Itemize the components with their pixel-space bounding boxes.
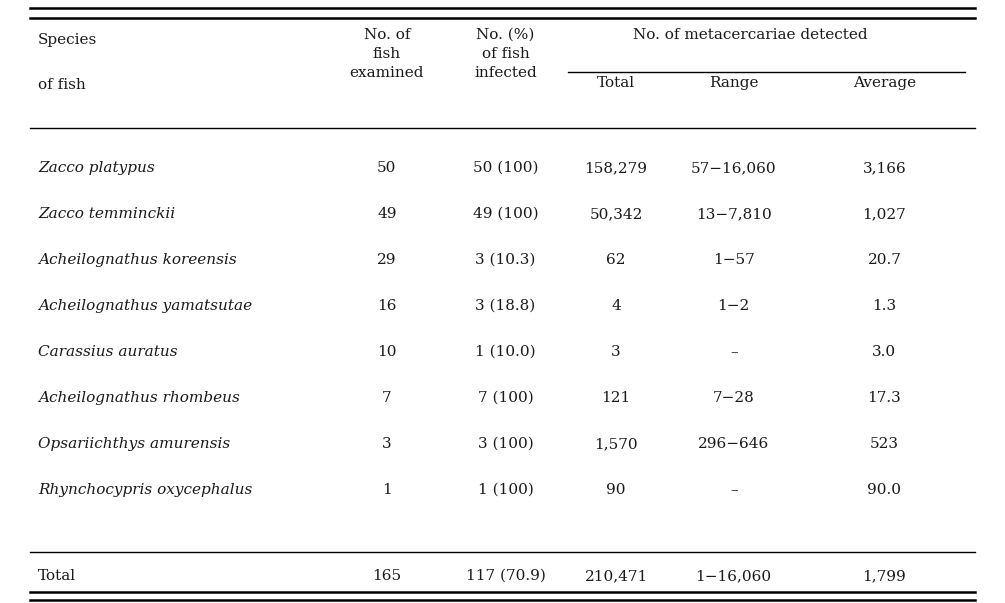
Text: 1: 1 bbox=[382, 483, 392, 497]
Text: No. of metacercariae detected: No. of metacercariae detected bbox=[633, 28, 867, 42]
Text: 1,799: 1,799 bbox=[862, 569, 907, 583]
Text: 523: 523 bbox=[870, 437, 898, 451]
Text: 3: 3 bbox=[611, 345, 621, 359]
Text: Total: Total bbox=[597, 76, 635, 90]
Text: 296−646: 296−646 bbox=[698, 437, 769, 451]
Text: 1 (10.0): 1 (10.0) bbox=[475, 345, 536, 359]
Text: 7 (100): 7 (100) bbox=[477, 391, 534, 405]
Text: 13−7,810: 13−7,810 bbox=[695, 207, 772, 221]
Text: 1−57: 1−57 bbox=[713, 253, 755, 267]
Text: 1−16,060: 1−16,060 bbox=[695, 569, 772, 583]
Text: Acheilognathus koreensis: Acheilognathus koreensis bbox=[38, 253, 237, 267]
Text: 1,027: 1,027 bbox=[862, 207, 907, 221]
Text: 1−2: 1−2 bbox=[718, 299, 750, 313]
Text: 158,279: 158,279 bbox=[585, 161, 647, 175]
Text: Species: Species bbox=[38, 33, 97, 47]
Text: 49: 49 bbox=[377, 207, 397, 221]
Text: 165: 165 bbox=[373, 569, 401, 583]
Text: –: – bbox=[730, 345, 738, 359]
Text: Zacco platypus: Zacco platypus bbox=[38, 161, 155, 175]
Text: 10: 10 bbox=[377, 345, 397, 359]
Text: Zacco temminckii: Zacco temminckii bbox=[38, 207, 175, 221]
Text: 20.7: 20.7 bbox=[867, 253, 901, 267]
Text: 121: 121 bbox=[601, 391, 631, 405]
Text: 16: 16 bbox=[377, 299, 397, 313]
Text: Opsariichthys amurensis: Opsariichthys amurensis bbox=[38, 437, 230, 451]
Text: 3 (18.8): 3 (18.8) bbox=[475, 299, 536, 313]
Text: 1,570: 1,570 bbox=[594, 437, 638, 451]
Text: Range: Range bbox=[709, 76, 759, 90]
Text: 117 (70.9): 117 (70.9) bbox=[465, 569, 546, 583]
Text: Average: Average bbox=[853, 76, 916, 90]
Text: Acheilognathus yamatsutae: Acheilognathus yamatsutae bbox=[38, 299, 252, 313]
Text: 1 (100): 1 (100) bbox=[477, 483, 534, 497]
Text: 3: 3 bbox=[382, 437, 392, 451]
Text: 3.0: 3.0 bbox=[872, 345, 896, 359]
Text: 62: 62 bbox=[606, 253, 626, 267]
Text: 49 (100): 49 (100) bbox=[472, 207, 539, 221]
Text: 17.3: 17.3 bbox=[867, 391, 901, 405]
Text: 50 (100): 50 (100) bbox=[472, 161, 539, 175]
Text: 7: 7 bbox=[382, 391, 392, 405]
Text: Acheilognathus rhombeus: Acheilognathus rhombeus bbox=[38, 391, 240, 405]
Text: –: – bbox=[730, 483, 738, 497]
Text: 57−16,060: 57−16,060 bbox=[690, 161, 777, 175]
Text: 50,342: 50,342 bbox=[589, 207, 643, 221]
Text: 90: 90 bbox=[606, 483, 626, 497]
Text: 7−28: 7−28 bbox=[713, 391, 755, 405]
Text: 50: 50 bbox=[377, 161, 397, 175]
Text: 3 (100): 3 (100) bbox=[477, 437, 534, 451]
Text: No. of
fish
examined: No. of fish examined bbox=[350, 28, 424, 80]
Text: 4: 4 bbox=[611, 299, 621, 313]
Text: 1.3: 1.3 bbox=[872, 299, 896, 313]
Text: 29: 29 bbox=[377, 253, 397, 267]
Text: 210,471: 210,471 bbox=[585, 569, 647, 583]
Text: of fish: of fish bbox=[38, 78, 86, 92]
Text: Total: Total bbox=[38, 569, 76, 583]
Text: Carassius auratus: Carassius auratus bbox=[38, 345, 178, 359]
Text: Rhynchocypris oxycephalus: Rhynchocypris oxycephalus bbox=[38, 483, 252, 497]
Text: 90.0: 90.0 bbox=[867, 483, 901, 497]
Text: No. (%)
of fish
infected: No. (%) of fish infected bbox=[474, 28, 537, 80]
Text: 3 (10.3): 3 (10.3) bbox=[475, 253, 536, 267]
Text: 3,166: 3,166 bbox=[862, 161, 907, 175]
